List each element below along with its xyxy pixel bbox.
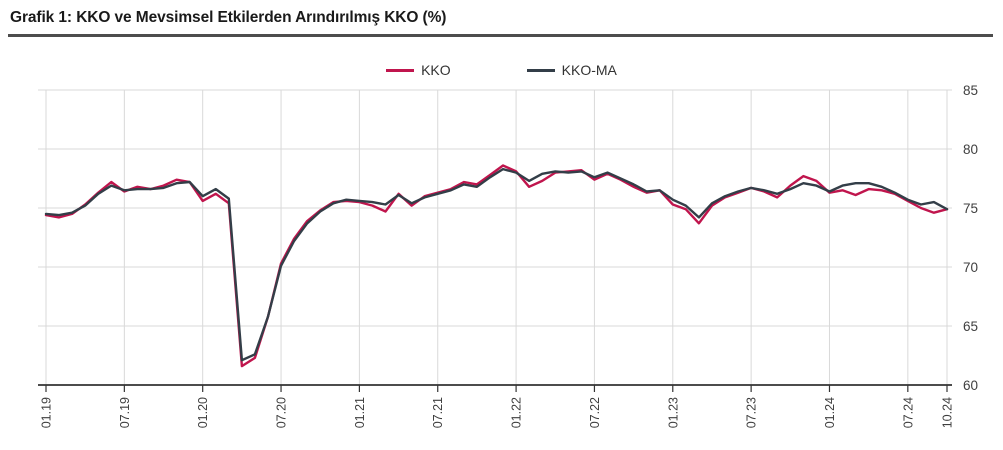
x-tick-label: 01.19 bbox=[40, 397, 54, 428]
kko-series-line bbox=[44, 164, 949, 368]
x-tick-label: 01.23 bbox=[666, 397, 680, 428]
kko-ma-series-line bbox=[44, 167, 949, 362]
legend-label-kko: KKO bbox=[421, 62, 451, 78]
y-tick-label: 70 bbox=[963, 260, 978, 275]
legend-item-kko-ma: KKO-MA bbox=[526, 62, 617, 78]
legend-item-kko: KKO bbox=[386, 62, 451, 78]
x-tick-label: 07.22 bbox=[588, 397, 602, 428]
x-tick-label: 07.19 bbox=[118, 397, 132, 428]
x-tick-label: 01.20 bbox=[196, 397, 210, 428]
x-tick-label: 07.20 bbox=[275, 397, 289, 428]
y-tick-label: 60 bbox=[963, 378, 978, 393]
x-tick-label: 07.21 bbox=[431, 397, 445, 428]
title-rule bbox=[8, 34, 993, 37]
legend-swatch-kko bbox=[386, 68, 415, 72]
legend-label-kko-ma: KKO-MA bbox=[561, 62, 617, 78]
x-tick-label: 01.21 bbox=[353, 397, 367, 428]
x-tick-label: 01.22 bbox=[510, 397, 524, 428]
x-tick-label: 07.24 bbox=[901, 397, 915, 428]
y-tick-label: 80 bbox=[963, 142, 978, 157]
x-tick-label: 01.24 bbox=[823, 397, 837, 428]
y-tick-label: 65 bbox=[963, 319, 978, 334]
chart-title: Grafik 1: KKO ve Mevsimsel Etkilerden Ar… bbox=[10, 9, 447, 26]
x-tick-label: 10.24 bbox=[941, 397, 955, 428]
legend-swatch-kko-ma bbox=[526, 68, 555, 72]
x-tick-label: 07.23 bbox=[745, 397, 759, 428]
y-tick-label: 85 bbox=[963, 83, 978, 98]
legend: KKO KKO-MA bbox=[0, 62, 1003, 78]
y-tick-label: 75 bbox=[963, 201, 978, 216]
